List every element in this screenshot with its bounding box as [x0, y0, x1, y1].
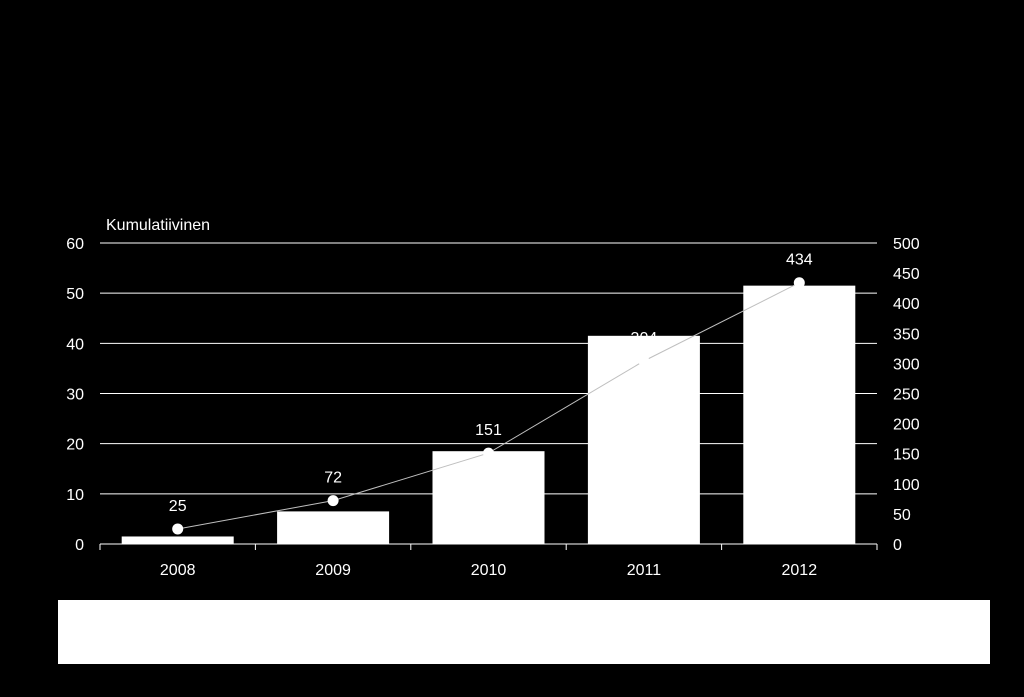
line-series: 25 72 151 304 434 — [169, 252, 813, 535]
right-tick-label: 200 — [893, 417, 920, 434]
line-data-label: 304 — [631, 330, 658, 347]
line-point — [638, 355, 650, 367]
axes: 0 10 20 30 40 50 60 0 50 100 150 200 250 300 350 400 450… — [66, 236, 920, 579]
left-tick-label: 30 — [66, 387, 84, 404]
left-tick-label: 20 — [66, 437, 84, 454]
left-tick-label: 40 — [66, 336, 84, 353]
right-tick-label: 350 — [893, 326, 920, 343]
line-point — [327, 495, 339, 507]
right-tick-label: 500 — [893, 236, 920, 253]
right-tick-label: 450 — [893, 266, 920, 283]
right-tick-label: 300 — [893, 356, 920, 373]
x-tick-label: 2012 — [782, 562, 818, 579]
bar — [277, 511, 390, 544]
left-axis-label: Kumulatiivinen — [106, 217, 210, 234]
line-data-label: 434 — [786, 252, 813, 269]
line-data-label: 72 — [324, 470, 342, 487]
left-tick-label: 0 — [75, 537, 84, 554]
bar — [121, 536, 234, 544]
right-tick-label: 100 — [893, 477, 920, 494]
right-tick-label: 250 — [893, 387, 920, 404]
line-data-label: 151 — [475, 422, 502, 439]
line-point — [793, 277, 805, 289]
bar — [587, 335, 700, 544]
bar — [432, 451, 545, 544]
line-point — [172, 523, 184, 535]
right-tick-label: 400 — [893, 296, 920, 313]
right-tick-label: 0 — [893, 537, 902, 554]
line-point — [483, 447, 494, 459]
left-tick-label: 50 — [66, 286, 84, 303]
left-tick-label: 60 — [66, 236, 84, 253]
x-tick-label: 2011 — [627, 562, 662, 579]
x-tick-label: 2008 — [160, 562, 196, 579]
bar-series — [121, 285, 856, 544]
right-tick-label: 150 — [893, 447, 920, 464]
x-tick-label: 2009 — [315, 562, 351, 579]
legend-box — [58, 600, 990, 664]
bar — [743, 285, 856, 544]
line-data-label: 25 — [169, 498, 187, 515]
left-tick-label: 10 — [66, 487, 84, 504]
right-tick-label: 50 — [893, 507, 911, 524]
x-tick-label: 2010 — [471, 562, 507, 579]
